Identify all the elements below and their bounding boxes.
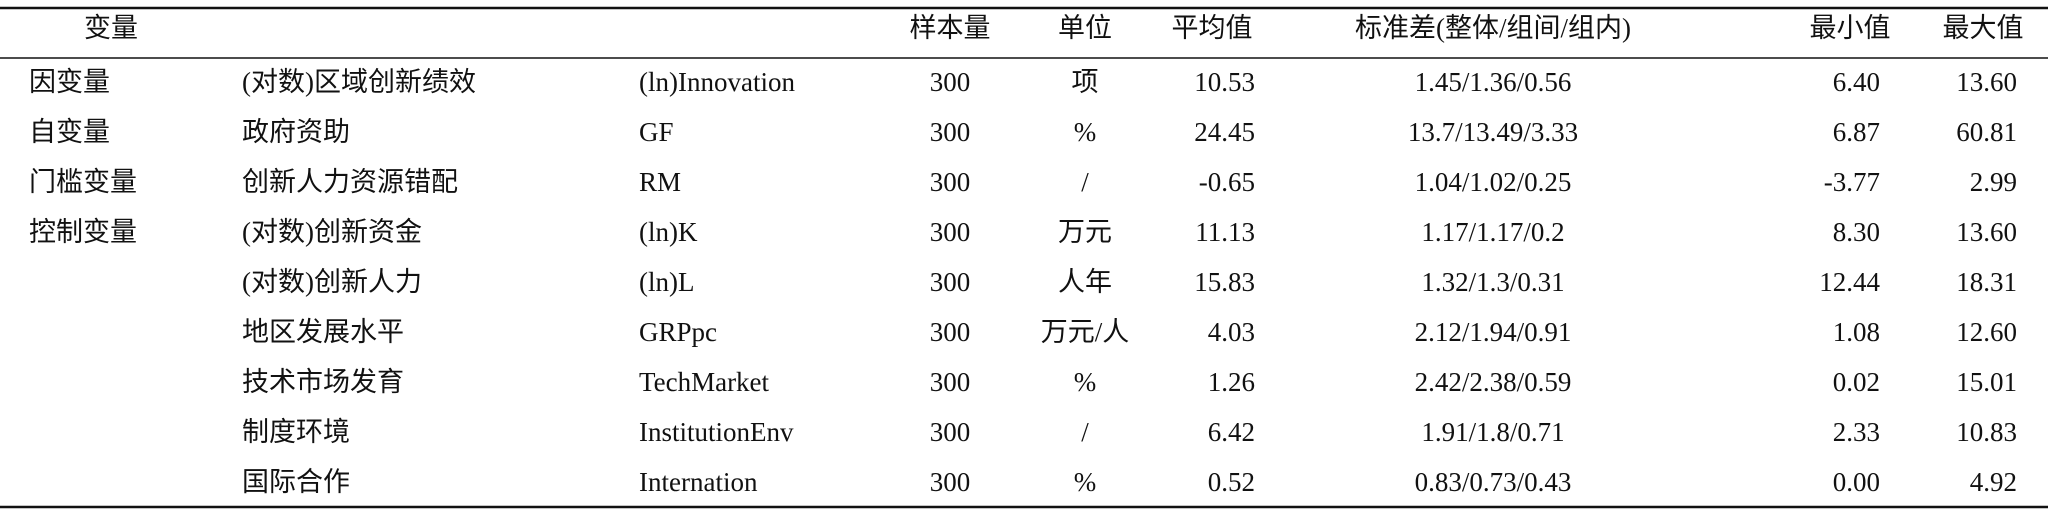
table-cell: 因变量 bbox=[29, 67, 110, 97]
table-cell: 技术市场发育 bbox=[242, 367, 404, 397]
table-cell: InstitutionEnv bbox=[639, 417, 794, 447]
header-cell: 最小值 bbox=[1810, 13, 1891, 43]
table-cell: 6.87 bbox=[1833, 117, 1880, 147]
table-cell: 300 bbox=[930, 417, 971, 447]
table-cell: 18.31 bbox=[1956, 267, 2017, 297]
table-cell: Internation bbox=[639, 467, 758, 497]
table-cell: 300 bbox=[930, 367, 971, 397]
table-cell: 创新人力资源错配 bbox=[242, 167, 458, 197]
table-cell: TechMarket bbox=[639, 367, 770, 397]
table-cell: 项 bbox=[1072, 67, 1099, 97]
table-cell: 4.92 bbox=[1970, 467, 2017, 497]
header-cell: 样本量 bbox=[910, 13, 991, 43]
table-cell: 300 bbox=[930, 267, 971, 297]
table-cell: 300 bbox=[930, 67, 971, 97]
table-cell: 1.17/1.17/0.2 bbox=[1421, 217, 1564, 247]
table-cell: 1.26 bbox=[1208, 367, 1255, 397]
table-cell: 1.91/1.8/0.71 bbox=[1421, 417, 1564, 447]
table-cell: / bbox=[1081, 417, 1089, 447]
table-cell: 300 bbox=[930, 467, 971, 497]
table-cell: 11.13 bbox=[1195, 217, 1255, 247]
table-cell: 60.81 bbox=[1956, 117, 2017, 147]
header-cell: 最大值 bbox=[1943, 13, 2024, 43]
table-cell: (ln)Innovation bbox=[639, 67, 795, 97]
table-cell: 4.03 bbox=[1208, 317, 1255, 347]
table-cell: 制度环境 bbox=[242, 417, 350, 447]
table-cell: 1.32/1.3/0.31 bbox=[1421, 267, 1564, 297]
table-cell: 12.44 bbox=[1819, 267, 1880, 297]
table-cell: 13.7/13.49/3.33 bbox=[1408, 117, 1578, 147]
table-cell: 门槛变量 bbox=[29, 167, 137, 197]
table-cell: 2.42/2.38/0.59 bbox=[1415, 367, 1572, 397]
table-cell: 2.33 bbox=[1833, 417, 1880, 447]
table-cell: (对数)区域创新绩效 bbox=[242, 67, 476, 97]
table-cell: 地区发展水平 bbox=[242, 317, 404, 347]
table-cell: 10.53 bbox=[1194, 67, 1255, 97]
table-cell: -0.65 bbox=[1199, 167, 1255, 197]
header-cell: 标准差(整体/组间/组内) bbox=[1355, 13, 1631, 43]
table-cell: 15.01 bbox=[1956, 367, 2017, 397]
table-cell: 300 bbox=[930, 217, 971, 247]
table-cell: 13.60 bbox=[1956, 67, 2017, 97]
table-cell: RM bbox=[639, 167, 681, 197]
table-cell: (对数)创新人力 bbox=[242, 267, 422, 297]
table-cell: (对数)创新资金 bbox=[242, 217, 422, 247]
table-cell: 300 bbox=[930, 317, 971, 347]
header-cell: 单位 bbox=[1058, 13, 1112, 43]
table-cell: 人年 bbox=[1058, 267, 1112, 297]
table-cell: 0.52 bbox=[1208, 467, 1255, 497]
table-cell: 24.45 bbox=[1194, 117, 1255, 147]
header-cell: 变量 bbox=[84, 13, 138, 43]
table-cell: 10.83 bbox=[1956, 417, 2017, 447]
table-cell: 2.12/1.94/0.91 bbox=[1415, 317, 1572, 347]
table-cell: 万元 bbox=[1058, 217, 1112, 247]
table-cell: % bbox=[1074, 367, 1097, 397]
table-cell: % bbox=[1074, 117, 1097, 147]
table-cell: 300 bbox=[930, 167, 971, 197]
table-cell: 15.83 bbox=[1194, 267, 1255, 297]
table-cell: 2.99 bbox=[1970, 167, 2017, 197]
table-cell: -3.77 bbox=[1824, 167, 1880, 197]
table-cell: 13.60 bbox=[1956, 217, 2017, 247]
table-cell: GRPpc bbox=[639, 317, 717, 347]
table-cell: 1.45/1.36/0.56 bbox=[1415, 67, 1572, 97]
table-cell: 8.30 bbox=[1833, 217, 1880, 247]
table-cell: 300 bbox=[930, 117, 971, 147]
table-cell: (ln)L bbox=[639, 267, 694, 297]
table-cell: 自变量 bbox=[29, 117, 110, 147]
table-cell: (ln)K bbox=[639, 217, 698, 247]
table-cell: GF bbox=[639, 117, 674, 147]
table-cell: 12.60 bbox=[1956, 317, 2017, 347]
table-cell: 1.08 bbox=[1833, 317, 1880, 347]
table-cell: 0.83/0.73/0.43 bbox=[1415, 467, 1572, 497]
table-cell: 控制变量 bbox=[29, 217, 137, 247]
table-cell: 0.00 bbox=[1833, 467, 1880, 497]
table-cell: / bbox=[1081, 167, 1089, 197]
table-cell: 6.40 bbox=[1833, 67, 1880, 97]
header-cell: 平均值 bbox=[1172, 13, 1253, 43]
table-cell: % bbox=[1074, 467, 1097, 497]
table-cell: 6.42 bbox=[1208, 417, 1255, 447]
table-cell: 1.04/1.02/0.25 bbox=[1415, 167, 1572, 197]
table-cell: 万元/人 bbox=[1041, 317, 1130, 347]
table-cell: 政府资助 bbox=[242, 117, 350, 147]
table-cell: 0.02 bbox=[1833, 367, 1880, 397]
table-cell: 国际合作 bbox=[242, 467, 350, 497]
